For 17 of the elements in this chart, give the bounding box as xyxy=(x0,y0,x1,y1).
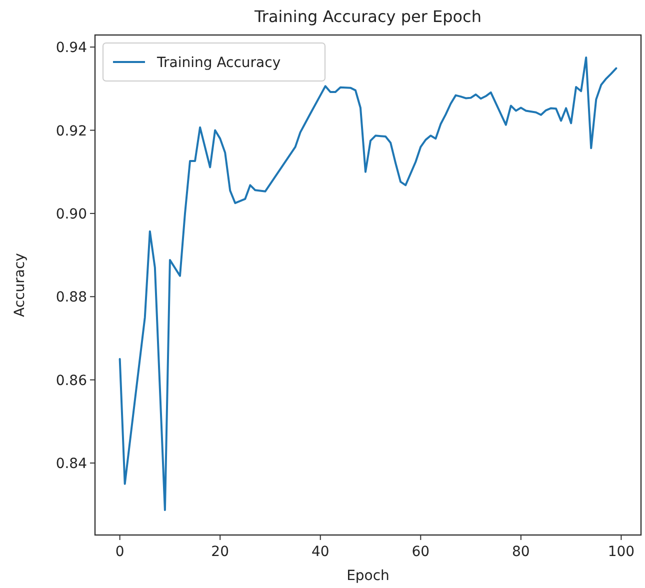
line-series xyxy=(118,56,618,512)
y-tick-label: 0.86 xyxy=(56,372,88,389)
x-tick-label: 0 xyxy=(115,544,124,560)
y-tick-label: 0.84 xyxy=(56,456,88,472)
chart-title: Training Accuracy per Epoch xyxy=(253,7,482,26)
x-tick-label: 20 xyxy=(211,544,230,560)
y-tick-label: 0.92 xyxy=(56,123,87,140)
y-tick-label: 0.94 xyxy=(56,40,88,56)
y-tick-label: 0.88 xyxy=(56,290,87,306)
y-tick-label: 0.90 xyxy=(56,206,87,222)
x-tick-label: 60 xyxy=(412,544,430,560)
y-axis-title: Accuracy xyxy=(12,253,28,317)
x-tick-label: 100 xyxy=(608,544,635,560)
legend-label: Training Accuracy xyxy=(156,55,281,71)
x-tick-label: 40 xyxy=(311,544,330,560)
x-tick-label: 80 xyxy=(512,544,530,560)
x-axis-title: Epoch xyxy=(346,568,390,584)
